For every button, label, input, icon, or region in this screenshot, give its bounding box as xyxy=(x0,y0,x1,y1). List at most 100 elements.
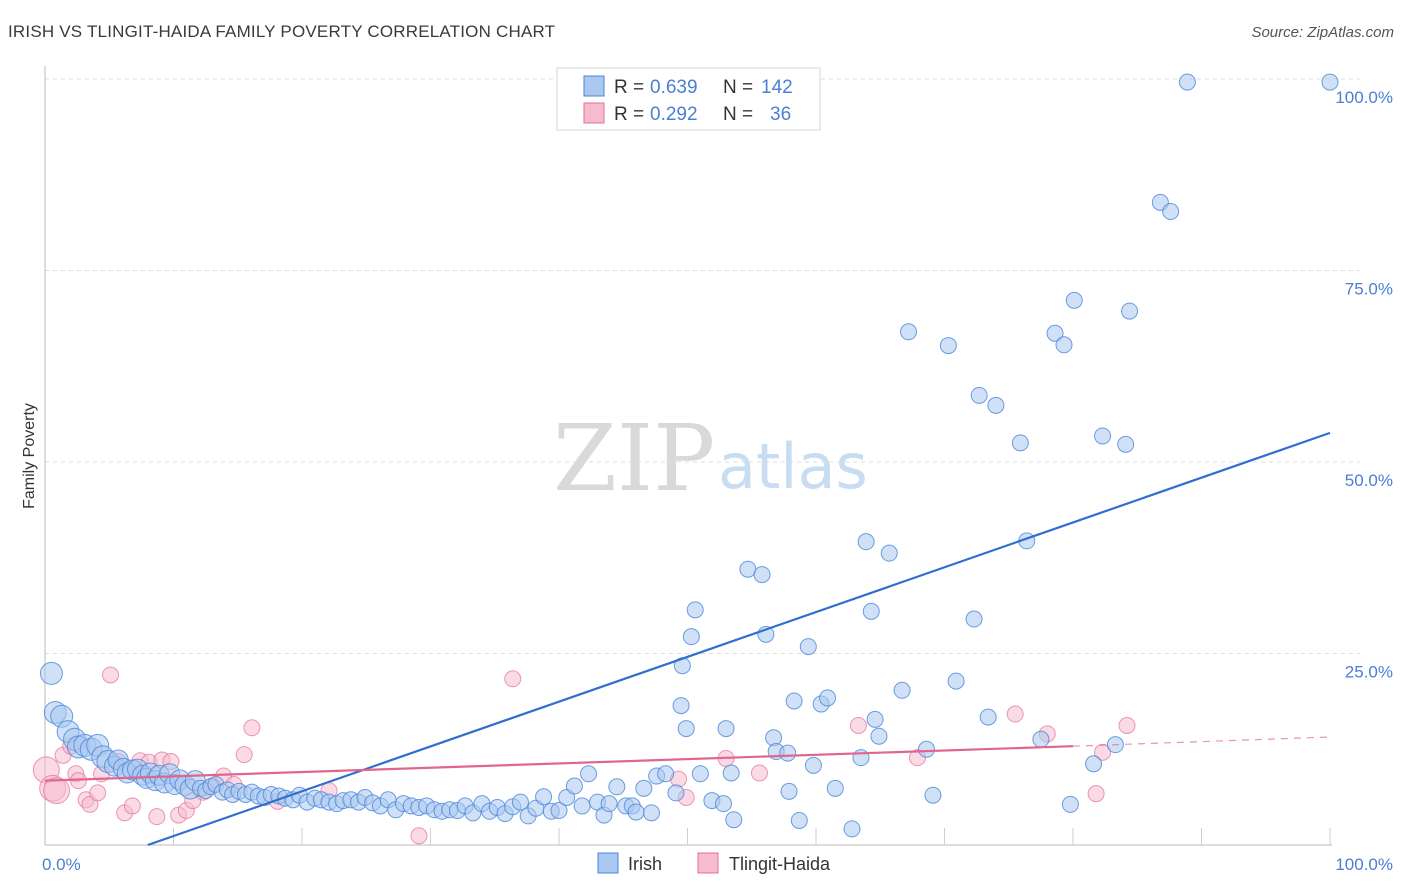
irish-r-label: R = xyxy=(614,77,644,98)
irish-point xyxy=(979,708,997,726)
irish-point xyxy=(753,566,771,584)
irish-point xyxy=(677,720,695,738)
irish-point xyxy=(739,560,757,578)
irish-point xyxy=(880,544,898,562)
irish-point xyxy=(1011,434,1029,452)
irish-point xyxy=(1055,336,1073,354)
irish-point xyxy=(657,765,675,783)
irish-point xyxy=(924,786,942,804)
tlingit-trend-line xyxy=(44,745,1074,782)
gridlines xyxy=(45,78,1360,845)
irish-point xyxy=(1178,73,1196,91)
tlingit-point xyxy=(43,777,71,805)
irish-point xyxy=(691,765,709,783)
irish-point xyxy=(608,778,626,796)
irish-point xyxy=(600,795,618,813)
irish-point xyxy=(725,811,743,829)
tlingit-point xyxy=(1094,743,1112,761)
irish-point xyxy=(826,779,844,797)
irish-point xyxy=(1065,291,1083,309)
irish-point xyxy=(686,601,704,619)
irish-point xyxy=(870,727,888,745)
tlingit-point xyxy=(102,666,120,684)
tlingit-trend-extension xyxy=(1072,736,1331,747)
irish-r-value: 0.639 xyxy=(650,77,698,98)
trend-lines xyxy=(44,431,1331,847)
irish-point xyxy=(682,628,700,646)
y-tick-label: 50.0% xyxy=(1345,471,1393,490)
irish-point xyxy=(1061,795,1079,813)
irish-point xyxy=(918,740,936,758)
irish-point xyxy=(627,803,645,821)
tlingit-point xyxy=(849,717,867,735)
y-tick-labels: 25.0% 50.0% 75.0% 100.0% xyxy=(1335,88,1393,682)
irish-point xyxy=(799,638,817,656)
irish-point xyxy=(857,533,875,551)
y-axis-title: Family Poverty xyxy=(21,403,38,509)
irish-point xyxy=(765,729,783,747)
tlingit-point xyxy=(1118,717,1136,735)
tlingit-point xyxy=(243,719,261,737)
x-tick-label: 0.0% xyxy=(42,855,81,874)
tlingit-point xyxy=(148,808,166,826)
irish-point xyxy=(643,804,661,822)
irish-point xyxy=(843,820,861,838)
irish-point xyxy=(965,610,983,628)
irish-point xyxy=(779,744,797,762)
irish-point xyxy=(714,795,732,813)
tlingit-point xyxy=(750,764,768,782)
irish-point xyxy=(790,811,808,829)
irish-point xyxy=(672,697,690,715)
irish-point xyxy=(939,337,957,355)
irish-point xyxy=(717,720,735,738)
irish-legend-label: Irish xyxy=(628,854,662,874)
irish-point xyxy=(39,661,63,685)
irish-point xyxy=(987,396,1005,414)
irish-point xyxy=(804,756,822,774)
irish-point xyxy=(511,793,529,811)
irish-point xyxy=(573,797,591,815)
source-credit: Source: ZipAtlas.com xyxy=(1251,24,1394,41)
x-tick-labels: 0.0% 100.0% xyxy=(42,855,1393,874)
y-tick-label: 75.0% xyxy=(1345,280,1393,299)
tlingit-r-label: R = xyxy=(614,104,644,125)
tlingit-r-value: 0.292 xyxy=(650,104,698,125)
tlingit-point xyxy=(504,670,522,688)
chart-title: IRISH VS TLINGIT-HAIDA FAMILY POVERTY CO… xyxy=(8,22,556,41)
irish-point xyxy=(947,672,965,690)
irish-n-label: N = xyxy=(723,77,753,98)
irish-point xyxy=(1085,755,1103,773)
tlingit-bottom-swatch xyxy=(697,852,719,874)
y-tick-label: 100.0% xyxy=(1335,88,1393,107)
irish-point xyxy=(1121,302,1139,320)
stats-legend: R = 0.639 N = 142 R = 0.292 N = 36 xyxy=(556,67,821,131)
tlingit-legend-swatch xyxy=(583,102,605,124)
tlingit-n-label: N = xyxy=(723,104,753,125)
irish-point xyxy=(1162,203,1180,221)
tlingit-point xyxy=(89,784,107,802)
irish-point xyxy=(565,777,583,795)
tlingit-point xyxy=(1006,705,1024,723)
tlingit-point xyxy=(410,827,428,845)
y-tick-label: 25.0% xyxy=(1345,663,1393,682)
tlingit-point xyxy=(1087,785,1105,803)
tlingit-point xyxy=(123,797,141,815)
irish-point xyxy=(1094,427,1112,445)
irish-point xyxy=(785,692,803,710)
irish-point xyxy=(970,386,988,404)
irish-point xyxy=(893,681,911,699)
irish-point xyxy=(866,710,884,728)
x-tick-label: 100.0% xyxy=(1335,855,1393,874)
irish-point xyxy=(780,782,798,800)
irish-point xyxy=(535,788,553,806)
irish-n-value: 142 xyxy=(761,77,793,98)
irish-point xyxy=(667,784,685,802)
irish-point xyxy=(900,323,918,341)
tlingit-legend-label: Tlingit-Haida xyxy=(729,854,831,874)
irish-point xyxy=(1046,324,1064,342)
irish-bottom-swatch xyxy=(597,852,619,874)
series-legend: Irish Tlingit-Haida xyxy=(597,852,831,874)
watermark-atlas: atlas xyxy=(718,430,868,503)
irish-legend-swatch xyxy=(583,75,605,97)
